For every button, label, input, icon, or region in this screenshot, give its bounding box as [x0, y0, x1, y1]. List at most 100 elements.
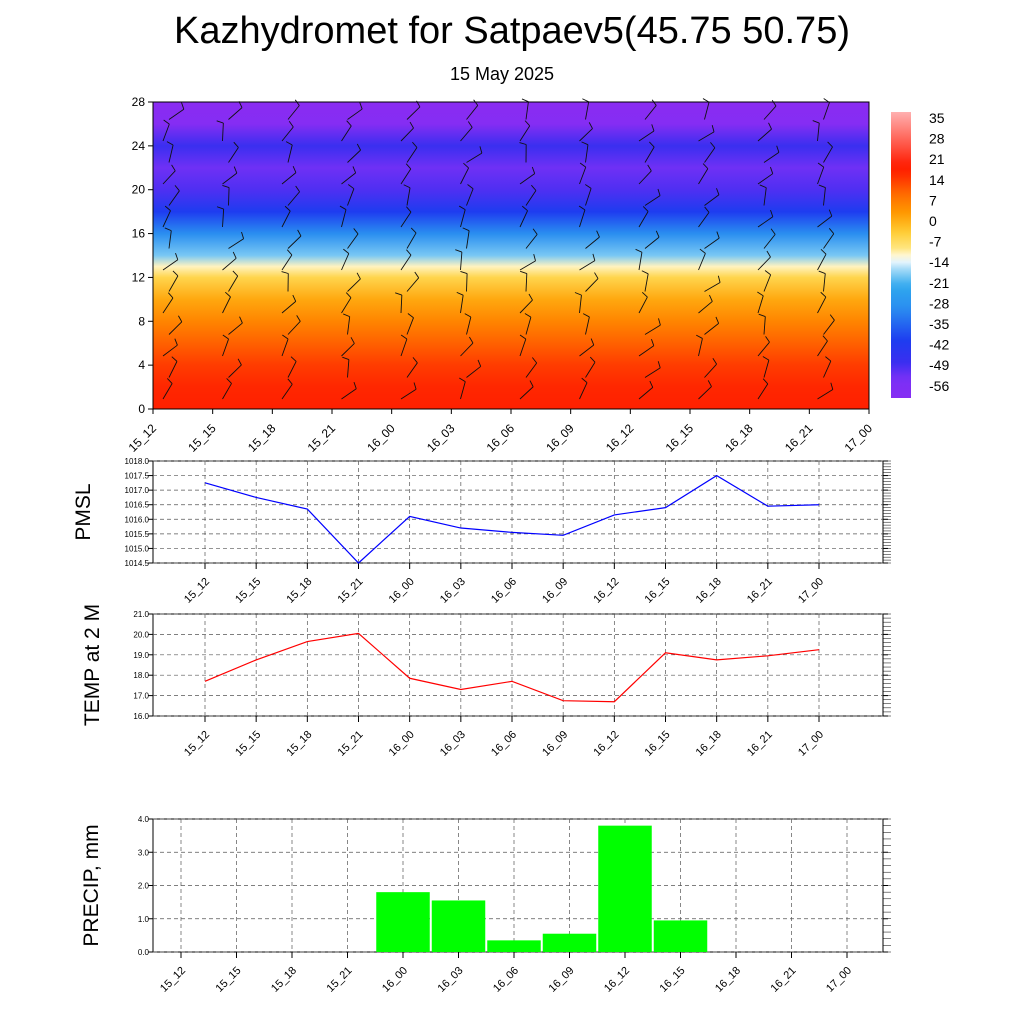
wind-barb [341, 120, 352, 142]
wind-barb [164, 227, 172, 249]
wind-barb [704, 188, 720, 206]
wind-barb [757, 291, 764, 314]
wind-barb [698, 294, 713, 314]
wind-barb [341, 292, 352, 314]
colorbar-tick-label: -35 [929, 316, 949, 332]
wind-barb [763, 228, 776, 249]
wind-barb [698, 163, 709, 185]
wind-barb [400, 163, 412, 185]
wind-barb [585, 184, 592, 206]
colorbar-tick-label: -7 [929, 234, 942, 250]
wind-barb [400, 382, 417, 400]
x-tick-label: 17_00 [824, 965, 854, 995]
wind-barb [462, 227, 470, 249]
wind-barb [343, 313, 351, 335]
wind-barb [638, 124, 655, 142]
wind-barb [519, 334, 527, 357]
heatmap-y-tick-label: 8 [138, 314, 145, 328]
y-axis-label: PMSL [72, 483, 95, 540]
wind-barb [519, 380, 534, 400]
wind-barb [638, 380, 654, 400]
wind-barb [519, 166, 536, 185]
heatmap-y-tick-label: 4 [138, 358, 145, 372]
precip-bar [542, 933, 597, 952]
wind-barb [525, 228, 538, 249]
wind-barb [406, 271, 420, 292]
wind-barb [222, 251, 237, 271]
wind-barb [341, 166, 357, 185]
wind-barb [162, 119, 170, 142]
wind-barb [644, 230, 660, 249]
wind-barb [400, 121, 414, 142]
wind-barb [228, 270, 239, 292]
heatmap-x-tick-label: 16_12 [603, 421, 637, 455]
wind-barb [460, 270, 468, 292]
heatmap-x-tick-label: 16_00 [364, 421, 398, 455]
wind-barb [574, 292, 582, 314]
wind-barb [341, 248, 350, 271]
x-tick-label: 16_15 [643, 729, 673, 759]
precip-bar [598, 825, 652, 952]
wind-barb [704, 358, 717, 378]
wind-barb [812, 120, 820, 142]
wind-barb [222, 184, 230, 206]
wind-barb [347, 272, 361, 292]
wind-barb [458, 205, 466, 228]
wind-barb [281, 378, 293, 400]
wind-barb [638, 291, 648, 314]
wind-barb [585, 230, 600, 249]
wind-barb [759, 184, 767, 206]
wind-barb [638, 338, 655, 357]
wind-barb [281, 205, 291, 228]
wind-barb [763, 145, 780, 163]
wind-barb [162, 378, 173, 400]
wind-barb [342, 356, 350, 378]
colorbar: 35 28 21 14 7 0 -7 -14 -21 -28 -35 -42 -49 -56 [891, 110, 949, 398]
colorbar-tick-label: 7 [929, 192, 937, 208]
wind-barb [524, 313, 532, 335]
wind-barb [638, 206, 649, 228]
wind-barb [519, 120, 531, 142]
wind-barb [817, 291, 827, 314]
x-tick-label: 15_15 [214, 965, 244, 995]
colorbar-tick-label: -21 [929, 275, 949, 291]
colorbar-tick-label: 21 [929, 151, 945, 167]
x-tick-label: 16_18 [713, 965, 743, 995]
wind-barb [763, 270, 772, 292]
wind-barb [519, 142, 527, 163]
heatmap-y-tick-label: 20 [132, 183, 146, 197]
y-tick-label: 1017.0 [125, 486, 150, 495]
y-tick-label: 0.0 [138, 948, 150, 957]
heatmap-y-tick-label: 0 [138, 402, 145, 416]
wind-barb [757, 378, 769, 400]
wind-barb [347, 143, 361, 163]
x-tick-label: 16_12 [602, 965, 632, 995]
wind-barb [281, 271, 289, 292]
wind-barb [216, 120, 224, 142]
wind-barb [644, 141, 655, 163]
wind-barb [757, 166, 774, 185]
wind-barb [817, 162, 825, 185]
wind-barb [638, 164, 652, 185]
y-tick-label: 3.0 [138, 848, 150, 857]
wind-barb [168, 185, 180, 206]
y-tick-label: 17.0 [133, 692, 149, 701]
colorbar-bar [891, 112, 911, 398]
x-tick-label: 16_03 [436, 965, 466, 995]
wind-barb [466, 184, 474, 206]
wind-barb [762, 356, 770, 378]
wind-barb [347, 184, 355, 206]
wind-barb [823, 141, 833, 163]
wind-barb [521, 98, 529, 120]
x-tick-label: 16_18 [694, 576, 724, 606]
y-axis-label: TEMP at 2 M [81, 604, 104, 726]
wind-barb [228, 358, 242, 378]
wind-barb [698, 380, 712, 400]
y-tick-label: 1016.5 [125, 501, 150, 510]
wind-barb [704, 231, 720, 249]
wind-barb [817, 248, 827, 271]
x-tick-label: 15_15 [233, 729, 263, 759]
wind-barb [460, 162, 469, 185]
wind-barb [406, 141, 418, 163]
precip-panel: 0.0 1.0 2.0 3.0 4.0 15_12 15_15 15_18 15_21 16_00… [80, 815, 891, 995]
